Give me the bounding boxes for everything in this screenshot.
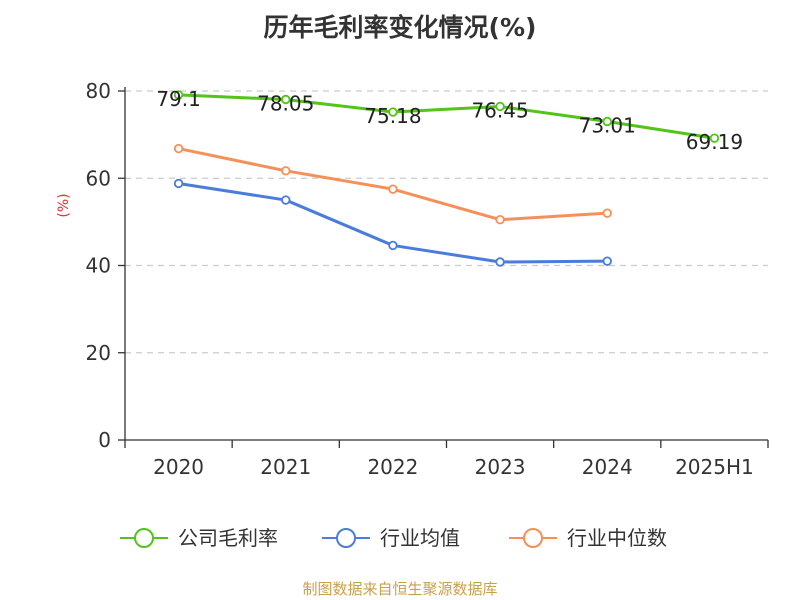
legend-marker xyxy=(336,528,356,548)
data-label: 73.01 xyxy=(579,113,636,137)
data-labels: 79.1 78.05 75.18 76.45 73.01 69.19 xyxy=(156,87,743,154)
data-point xyxy=(388,107,398,117)
legend-label: 公司毛利率 xyxy=(178,526,278,550)
axes xyxy=(118,87,769,448)
data-point xyxy=(281,166,291,176)
data-point xyxy=(495,101,505,112)
y-axis-label: (%) xyxy=(56,193,72,217)
grid-lines xyxy=(125,90,768,354)
data-point xyxy=(173,143,184,154)
data-label: 78.05 xyxy=(257,92,314,116)
data-point xyxy=(173,178,184,189)
data-point xyxy=(281,94,291,105)
y-tick-label: 60 xyxy=(86,166,111,190)
x-tick-label: 2024 xyxy=(582,455,633,479)
data-point xyxy=(602,208,612,218)
data-point xyxy=(388,240,398,251)
y-tick-label: 40 xyxy=(86,254,111,278)
x-axis-ticks: 2020 2021 2022 2023 2024 2025H1 xyxy=(153,455,754,479)
y-axis-ticks: 0 20 40 60 80 xyxy=(86,79,111,452)
source-note: 制图数据来自恒生聚源数据库 xyxy=(302,580,498,598)
legend: 公司毛利率 行业均值 行业中位数 xyxy=(120,526,667,550)
x-tick-label: 2020 xyxy=(153,455,204,479)
x-tick-label: 2022 xyxy=(367,455,418,479)
data-point xyxy=(602,256,612,266)
data-label: 76.45 xyxy=(471,98,528,122)
legend-label: 行业均值 xyxy=(380,526,460,550)
series-line xyxy=(178,182,608,264)
data-point xyxy=(709,133,720,143)
series-points xyxy=(173,90,720,267)
y-tick-label: 20 xyxy=(86,341,111,365)
series-line xyxy=(178,147,608,222)
chart-title: 历年毛利率变化情况(%) xyxy=(263,13,537,42)
data-point xyxy=(388,184,398,194)
data-point xyxy=(495,257,505,267)
data-label: 79.1 xyxy=(156,87,201,111)
x-tick-label: 2025H1 xyxy=(675,455,754,479)
data-point xyxy=(281,195,291,205)
data-label: 69.19 xyxy=(686,130,743,154)
y-tick-label: 0 xyxy=(98,428,111,452)
legend-marker xyxy=(523,528,543,548)
series-line xyxy=(178,93,715,140)
data-point xyxy=(602,116,612,127)
x-tick-label: 2021 xyxy=(260,455,311,479)
x-tick-label: 2023 xyxy=(475,455,526,479)
data-point xyxy=(173,90,184,100)
y-tick-label: 80 xyxy=(86,79,111,103)
legend-item: 行业均值 xyxy=(322,526,460,550)
legend-label: 行业中位数 xyxy=(567,526,667,550)
data-label: 75.18 xyxy=(364,104,421,128)
data-point xyxy=(495,214,505,225)
legend-item: 行业中位数 xyxy=(509,526,667,550)
legend-marker xyxy=(134,528,154,548)
legend-item: 公司毛利率 xyxy=(120,526,278,550)
